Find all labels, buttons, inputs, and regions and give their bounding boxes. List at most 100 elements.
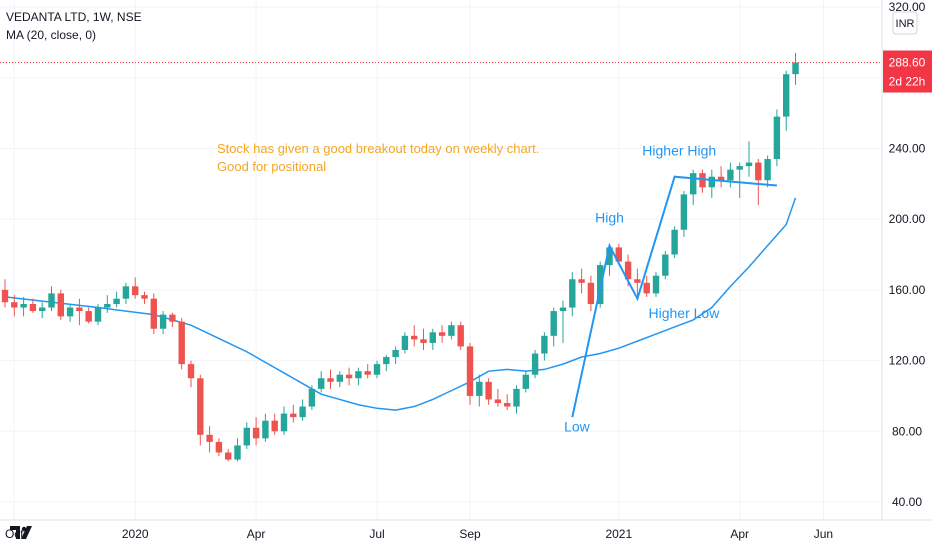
candle	[494, 388, 502, 407]
candle-body	[764, 159, 771, 181]
time-tick-label: Apr	[730, 527, 749, 541]
candle-body	[29, 304, 37, 312]
candle	[680, 190, 688, 237]
candle-body	[20, 304, 27, 308]
candle-body	[392, 349, 399, 358]
candle-body	[420, 339, 427, 343]
candle	[169, 312, 176, 327]
candle	[122, 282, 130, 304]
price-tick-label: 240.00	[889, 141, 926, 155]
price-tick-label: 160.00	[889, 283, 926, 297]
candle	[308, 385, 316, 411]
candle	[420, 328, 427, 350]
candle-body	[252, 427, 260, 439]
tradingview-logo-icon	[10, 526, 32, 539]
candle	[187, 360, 195, 388]
symbol-title[interactable]: VEDANTA LTD, 1W, NSE	[6, 10, 142, 24]
candle-body	[345, 374, 353, 379]
candle-body	[513, 388, 520, 407]
candle-body	[504, 403, 511, 407]
candle-body	[690, 173, 697, 195]
time-tick-label: 2020	[122, 527, 149, 541]
candle	[513, 385, 520, 414]
candle	[271, 413, 278, 435]
candle-body	[429, 332, 436, 343]
candle	[85, 307, 92, 324]
currency-label: INR	[896, 18, 915, 30]
indicator-title[interactable]: MA (20, close, 0)	[6, 28, 97, 42]
time-tick-label: Sep	[459, 527, 481, 541]
candle-body	[522, 374, 529, 389]
candle	[252, 417, 260, 446]
candle	[20, 296, 27, 317]
candle-body	[364, 371, 371, 375]
candle	[1, 279, 9, 308]
candle	[141, 291, 148, 304]
candle	[197, 374, 204, 446]
candle-body	[643, 282, 650, 294]
candle	[383, 355, 390, 372]
candle	[345, 367, 353, 386]
candle-body	[792, 62, 799, 75]
candle-body	[197, 378, 204, 435]
candle-body	[122, 286, 130, 299]
candle-body	[271, 420, 278, 432]
trend-drawings: Low High Higher High Higher Low	[564, 143, 777, 434]
candle	[504, 394, 511, 411]
candle	[708, 169, 715, 198]
candle-body	[243, 427, 250, 446]
candle-body	[178, 321, 185, 365]
candle	[299, 399, 306, 421]
candle-body	[132, 286, 139, 296]
candle-body	[652, 275, 660, 294]
candle	[411, 325, 418, 347]
candle-body	[159, 314, 167, 329]
candle	[29, 298, 37, 313]
candle-body	[76, 307, 83, 312]
candle	[569, 272, 576, 317]
time-tick-label: 2021	[605, 527, 632, 541]
candle-body	[755, 162, 762, 181]
candle	[76, 298, 83, 326]
candle-body	[485, 381, 492, 400]
candle	[671, 226, 678, 259]
time-axis[interactable]: Oct2020AprJulSep2021AprJunSep	[0, 519, 932, 541]
trend-label: High	[595, 210, 624, 226]
last-price-badge: 288.60 2d 22h	[883, 50, 932, 93]
candle-body	[355, 371, 362, 379]
chart-legend: VEDANTA LTD, 1W, NSE MA (20, close, 0)	[6, 8, 142, 44]
candle-body	[541, 335, 548, 354]
candle	[57, 289, 64, 320]
candle	[150, 293, 157, 335]
candle	[755, 159, 762, 205]
candle-body	[206, 434, 213, 442]
candle	[262, 413, 269, 442]
candle	[206, 425, 213, 453]
annotation-line-2: Good for positional	[217, 159, 327, 174]
last-price-value: 288.60	[889, 56, 926, 70]
annotation-note[interactable]: Stock has given a good breakout today on…	[217, 140, 539, 176]
candle	[39, 302, 46, 319]
candle	[634, 268, 641, 297]
currency-badge[interactable]: INR	[892, 11, 918, 35]
candle	[392, 346, 399, 365]
candle	[578, 268, 585, 294]
candle	[690, 169, 697, 205]
candle-body	[438, 332, 446, 336]
candle	[764, 155, 771, 188]
candle	[113, 291, 120, 308]
candlestick-series	[1, 52, 799, 462]
candle	[215, 438, 223, 457]
price-tick-label: 320.00	[889, 0, 926, 14]
candle-body	[187, 364, 195, 379]
candle	[438, 325, 446, 343]
trend-line	[571, 175, 777, 418]
candle	[587, 275, 595, 312]
candle	[541, 332, 548, 361]
candle-body	[290, 413, 297, 418]
candle	[243, 422, 250, 449]
candle-body	[150, 298, 157, 329]
candle-body	[745, 162, 753, 167]
candle-body	[717, 176, 725, 181]
